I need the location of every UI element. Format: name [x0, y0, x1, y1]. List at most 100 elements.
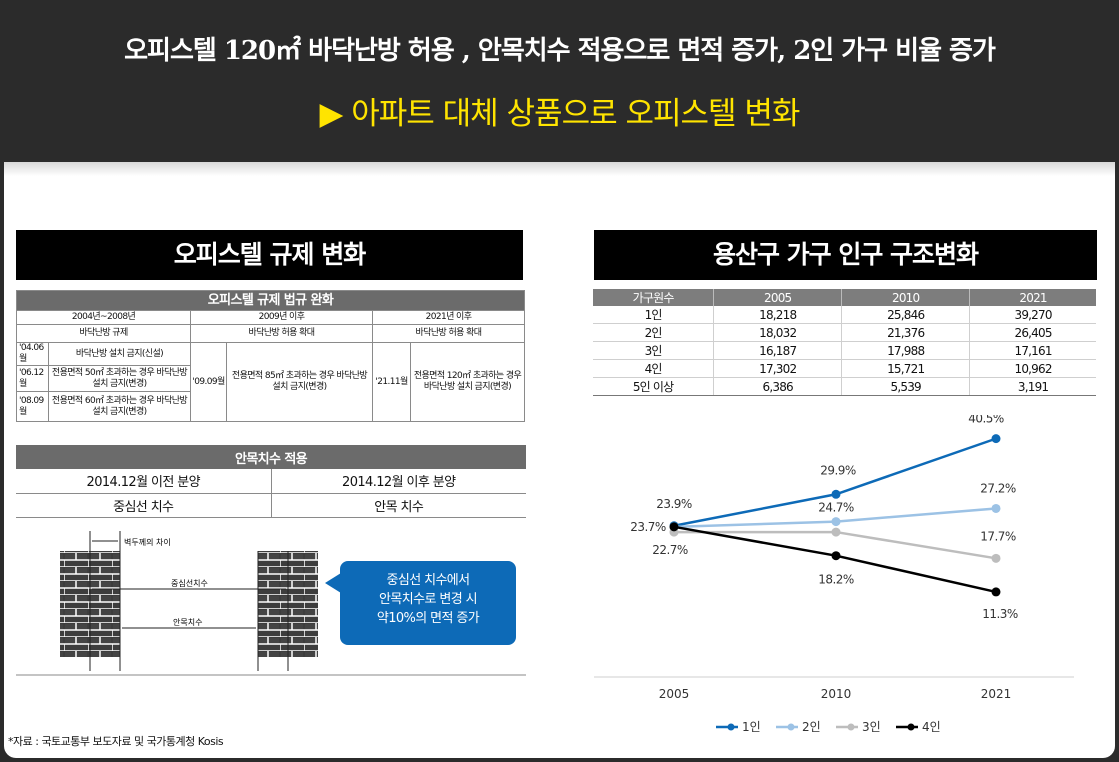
- headline: 오피스텔 120㎡ 바닥난방 허용 , 안목치수 적용으로 면적 증가, 2인 …: [124, 36, 996, 66]
- data-point: [831, 551, 841, 561]
- row-label-cell: 1인: [593, 306, 715, 324]
- value-cell: 15,721: [841, 359, 971, 378]
- row-label-cell: 5인 이상: [593, 377, 715, 396]
- rule-cell: 전용면적 50㎡ 초과하는 경우 바닥난방 설치 금지(변경): [48, 365, 191, 392]
- period-header: 2004년~2008년: [16, 310, 191, 325]
- date-cell: '08.09월: [16, 391, 49, 422]
- panel-shadow: [4, 162, 1115, 176]
- center-dimension-label: 중심선치수: [171, 578, 208, 588]
- row-label-cell: 3인: [593, 341, 715, 360]
- section-title-regulation: 오피스텔 규제 변화: [16, 230, 523, 280]
- setback-table: 안목치수 적용 2014.12월 이전 분양 2014.12월 이후 분양 중심…: [16, 445, 526, 518]
- data-label: 18.2%: [818, 573, 854, 587]
- setback-header: 2014.12월 이후 분양: [270, 469, 526, 494]
- regulation-table: 오피스텔 규제 법규 완화 2004년~2008년 2009년 이후 2021년…: [16, 290, 525, 422]
- data-label: 11.3%: [982, 607, 1018, 621]
- data-point: [991, 587, 1001, 597]
- value-cell: 18,218: [713, 306, 843, 324]
- inner-dimension-label: 안목치수: [173, 617, 202, 627]
- value-cell: 6,386: [713, 377, 843, 396]
- subheadline: ▶ 아파트 대체 상품으로 오피스텔 변화: [319, 96, 801, 132]
- row-label-cell: 2인: [593, 323, 715, 342]
- header-banner: 오피스텔 120㎡ 바닥난방 허용 , 안목치수 적용으로 면적 증가, 2인 …: [0, 0, 1119, 162]
- value-cell: 10,962: [969, 359, 1096, 378]
- value-cell: 17,988: [841, 341, 971, 360]
- wall-gap-label: 벽두께의 차이: [124, 537, 171, 547]
- column-header: 2021: [969, 289, 1096, 306]
- rule-cell: 전용면적 120㎡ 초과하는 경우 바닥난방 설치 금지(변경): [410, 342, 525, 422]
- legend-label: 2인: [802, 720, 821, 734]
- value-cell: 18,032: [713, 323, 843, 342]
- period-header: 2009년 이후: [190, 310, 373, 325]
- x-tick-label: 2021: [981, 687, 1012, 701]
- setback-value: 중심선 치수: [16, 493, 271, 518]
- callout-tail: [325, 573, 341, 593]
- value-cell: 5,539: [841, 377, 971, 396]
- date-cell: '06.12월: [16, 365, 49, 392]
- value-cell: 39,270: [969, 306, 1096, 324]
- regulation-table-title: 오피스텔 규제 법규 완화: [16, 290, 525, 311]
- data-point: [669, 522, 679, 532]
- callout-line: 중심선 치수에서: [386, 573, 470, 588]
- x-tick-label: 2005: [659, 687, 690, 701]
- data-label: 23.9%: [656, 497, 692, 511]
- period-header: 2021년 이후: [372, 310, 525, 325]
- column-header: 2005: [713, 289, 843, 306]
- data-point: [831, 517, 841, 527]
- data-point: [831, 489, 841, 499]
- setback-table-title: 안목치수 적용: [16, 445, 526, 469]
- data-point: [991, 434, 1001, 444]
- line-chart: 23.9% 29.9% 40.5% 24.7% 27.2% 22.7% 17.7% 23.7%…: [594, 415, 1074, 734]
- value-cell: 25,846: [841, 306, 971, 324]
- category-cell: 바닥난방 허용 확대: [190, 324, 373, 343]
- row-label-cell: 4인: [593, 359, 715, 378]
- legend-marker: [787, 723, 795, 731]
- table-row: 5인 이상 6,386 5,539 3,191: [593, 377, 1096, 396]
- value-cell: 21,376: [841, 323, 971, 342]
- legend-label: 1인: [742, 720, 761, 734]
- setback-header: 2014.12월 이전 분양: [16, 469, 271, 494]
- value-cell: 16,187: [713, 341, 843, 360]
- legend-marker: [907, 723, 915, 731]
- rule-cell: 전용면적 85㎡ 초과하는 경우 바닥난방 설치 금지(변경): [226, 342, 373, 422]
- rule-cell: 전용면적 60㎡ 초과하는 경우 바닥난방 설치 금지(변경): [48, 391, 191, 422]
- data-point: [991, 553, 1001, 563]
- date-cell: '04.06월: [16, 342, 49, 366]
- table-row: 3인 16,187 17,988 17,161: [593, 341, 1096, 360]
- table-row: 1인 18,218 25,846 39,270: [593, 306, 1096, 324]
- population-table: 가구원수 2005 2010 2021 1인 18,218 25,846 39,270…: [593, 289, 1096, 396]
- source-note: *자료 : 국토교통부 보도자료 및 국가통계청 Kosis: [8, 735, 224, 748]
- value-cell: 3,191: [969, 377, 1096, 396]
- category-cell: 바닥난방 규제: [16, 324, 191, 343]
- data-label: 40.5%: [968, 415, 1004, 426]
- data-point: [831, 527, 841, 537]
- x-tick-label: 2010: [821, 687, 852, 701]
- data-label: 24.7%: [818, 501, 854, 515]
- data-label: 22.7%: [652, 543, 688, 557]
- callout-box: 중심선 치수에서 안목치수로 변경 시 약10%의 면적 증가: [340, 561, 516, 645]
- value-cell: 17,161: [969, 341, 1096, 360]
- legend-marker: [727, 723, 735, 731]
- date-cell: '21.11월: [372, 342, 411, 422]
- value-cell: 17,302: [713, 359, 843, 378]
- callout-line: 안목치수로 변경 시: [379, 592, 478, 607]
- data-label: 23.7%: [630, 520, 666, 534]
- value-cell: 26,405: [969, 323, 1096, 342]
- data-point: [991, 503, 1001, 513]
- date-cell: '09.09월: [190, 342, 227, 422]
- data-label: 27.2%: [980, 481, 1016, 495]
- data-label: 17.7%: [980, 529, 1016, 543]
- callout-line: 약10%의 면적 증가: [376, 611, 480, 626]
- legend-label: 3인: [862, 720, 881, 734]
- legend-label: 4인: [922, 720, 941, 734]
- legend-marker: [847, 723, 855, 731]
- setback-value: 안목 치수: [270, 493, 526, 518]
- column-header: 가구원수: [593, 289, 715, 306]
- table-row: 2인 18,032 21,376 26,405: [593, 323, 1096, 342]
- data-label: 29.9%: [820, 463, 856, 477]
- table-row: 4인 17,302 15,721 10,962: [593, 359, 1096, 378]
- category-cell: 바닥난방 허용 확대: [372, 324, 525, 343]
- section-title-population: 용산구 가구 인구 구조변화: [594, 230, 1097, 280]
- wall-diagram: 벽두께의 차이 중심선치수 안목치수: [16, 531, 526, 676]
- column-header: 2010: [841, 289, 971, 306]
